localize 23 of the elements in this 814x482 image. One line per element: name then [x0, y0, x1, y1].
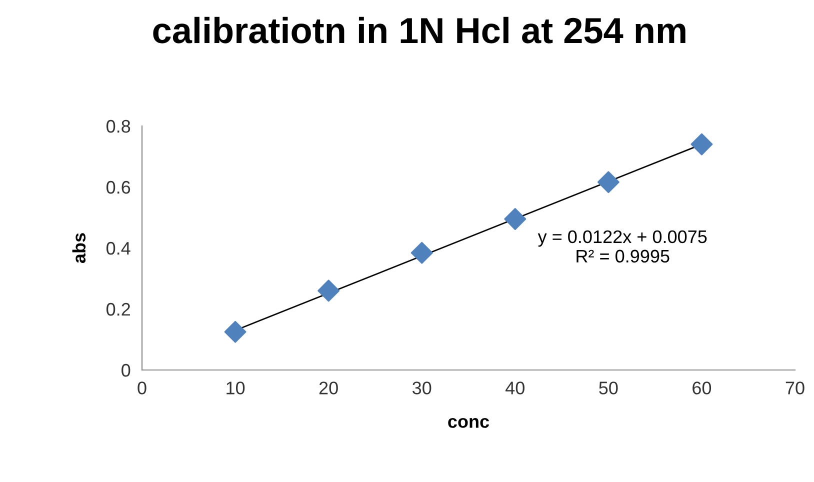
point: [410, 242, 433, 264]
chart-title: calibratiotn in 1N Hcl at 254 nm: [153, 16, 686, 44]
y-tick-label: 0: [122, 364, 130, 377]
y-tick-label: 0.4: [106, 242, 130, 255]
x-tick-label: 40: [506, 382, 524, 394]
y-tick-label: 0.6: [106, 180, 130, 194]
y-axis-title: abs: [72, 233, 86, 264]
point: [318, 280, 340, 302]
y-tick-label: 0.2: [106, 302, 130, 316]
x-tick-label: 70: [786, 382, 804, 394]
x-tick-label: 0: [138, 382, 146, 394]
point: [597, 171, 620, 194]
point: [504, 208, 526, 230]
annotation: y = 0.0122x + 0.0075 R² = 0.9995: [538, 230, 707, 263]
point: [224, 320, 246, 343]
x-tick-label: 50: [599, 382, 618, 394]
x-tick-label: 10: [226, 382, 245, 394]
x-axis-title: conc: [448, 418, 490, 428]
x-tick-label: 30: [412, 382, 432, 394]
x-tick-label: 60: [692, 382, 712, 394]
point: [690, 133, 713, 156]
y-tick-label: 0.8: [106, 120, 130, 133]
x-tick-label: 20: [319, 382, 338, 394]
